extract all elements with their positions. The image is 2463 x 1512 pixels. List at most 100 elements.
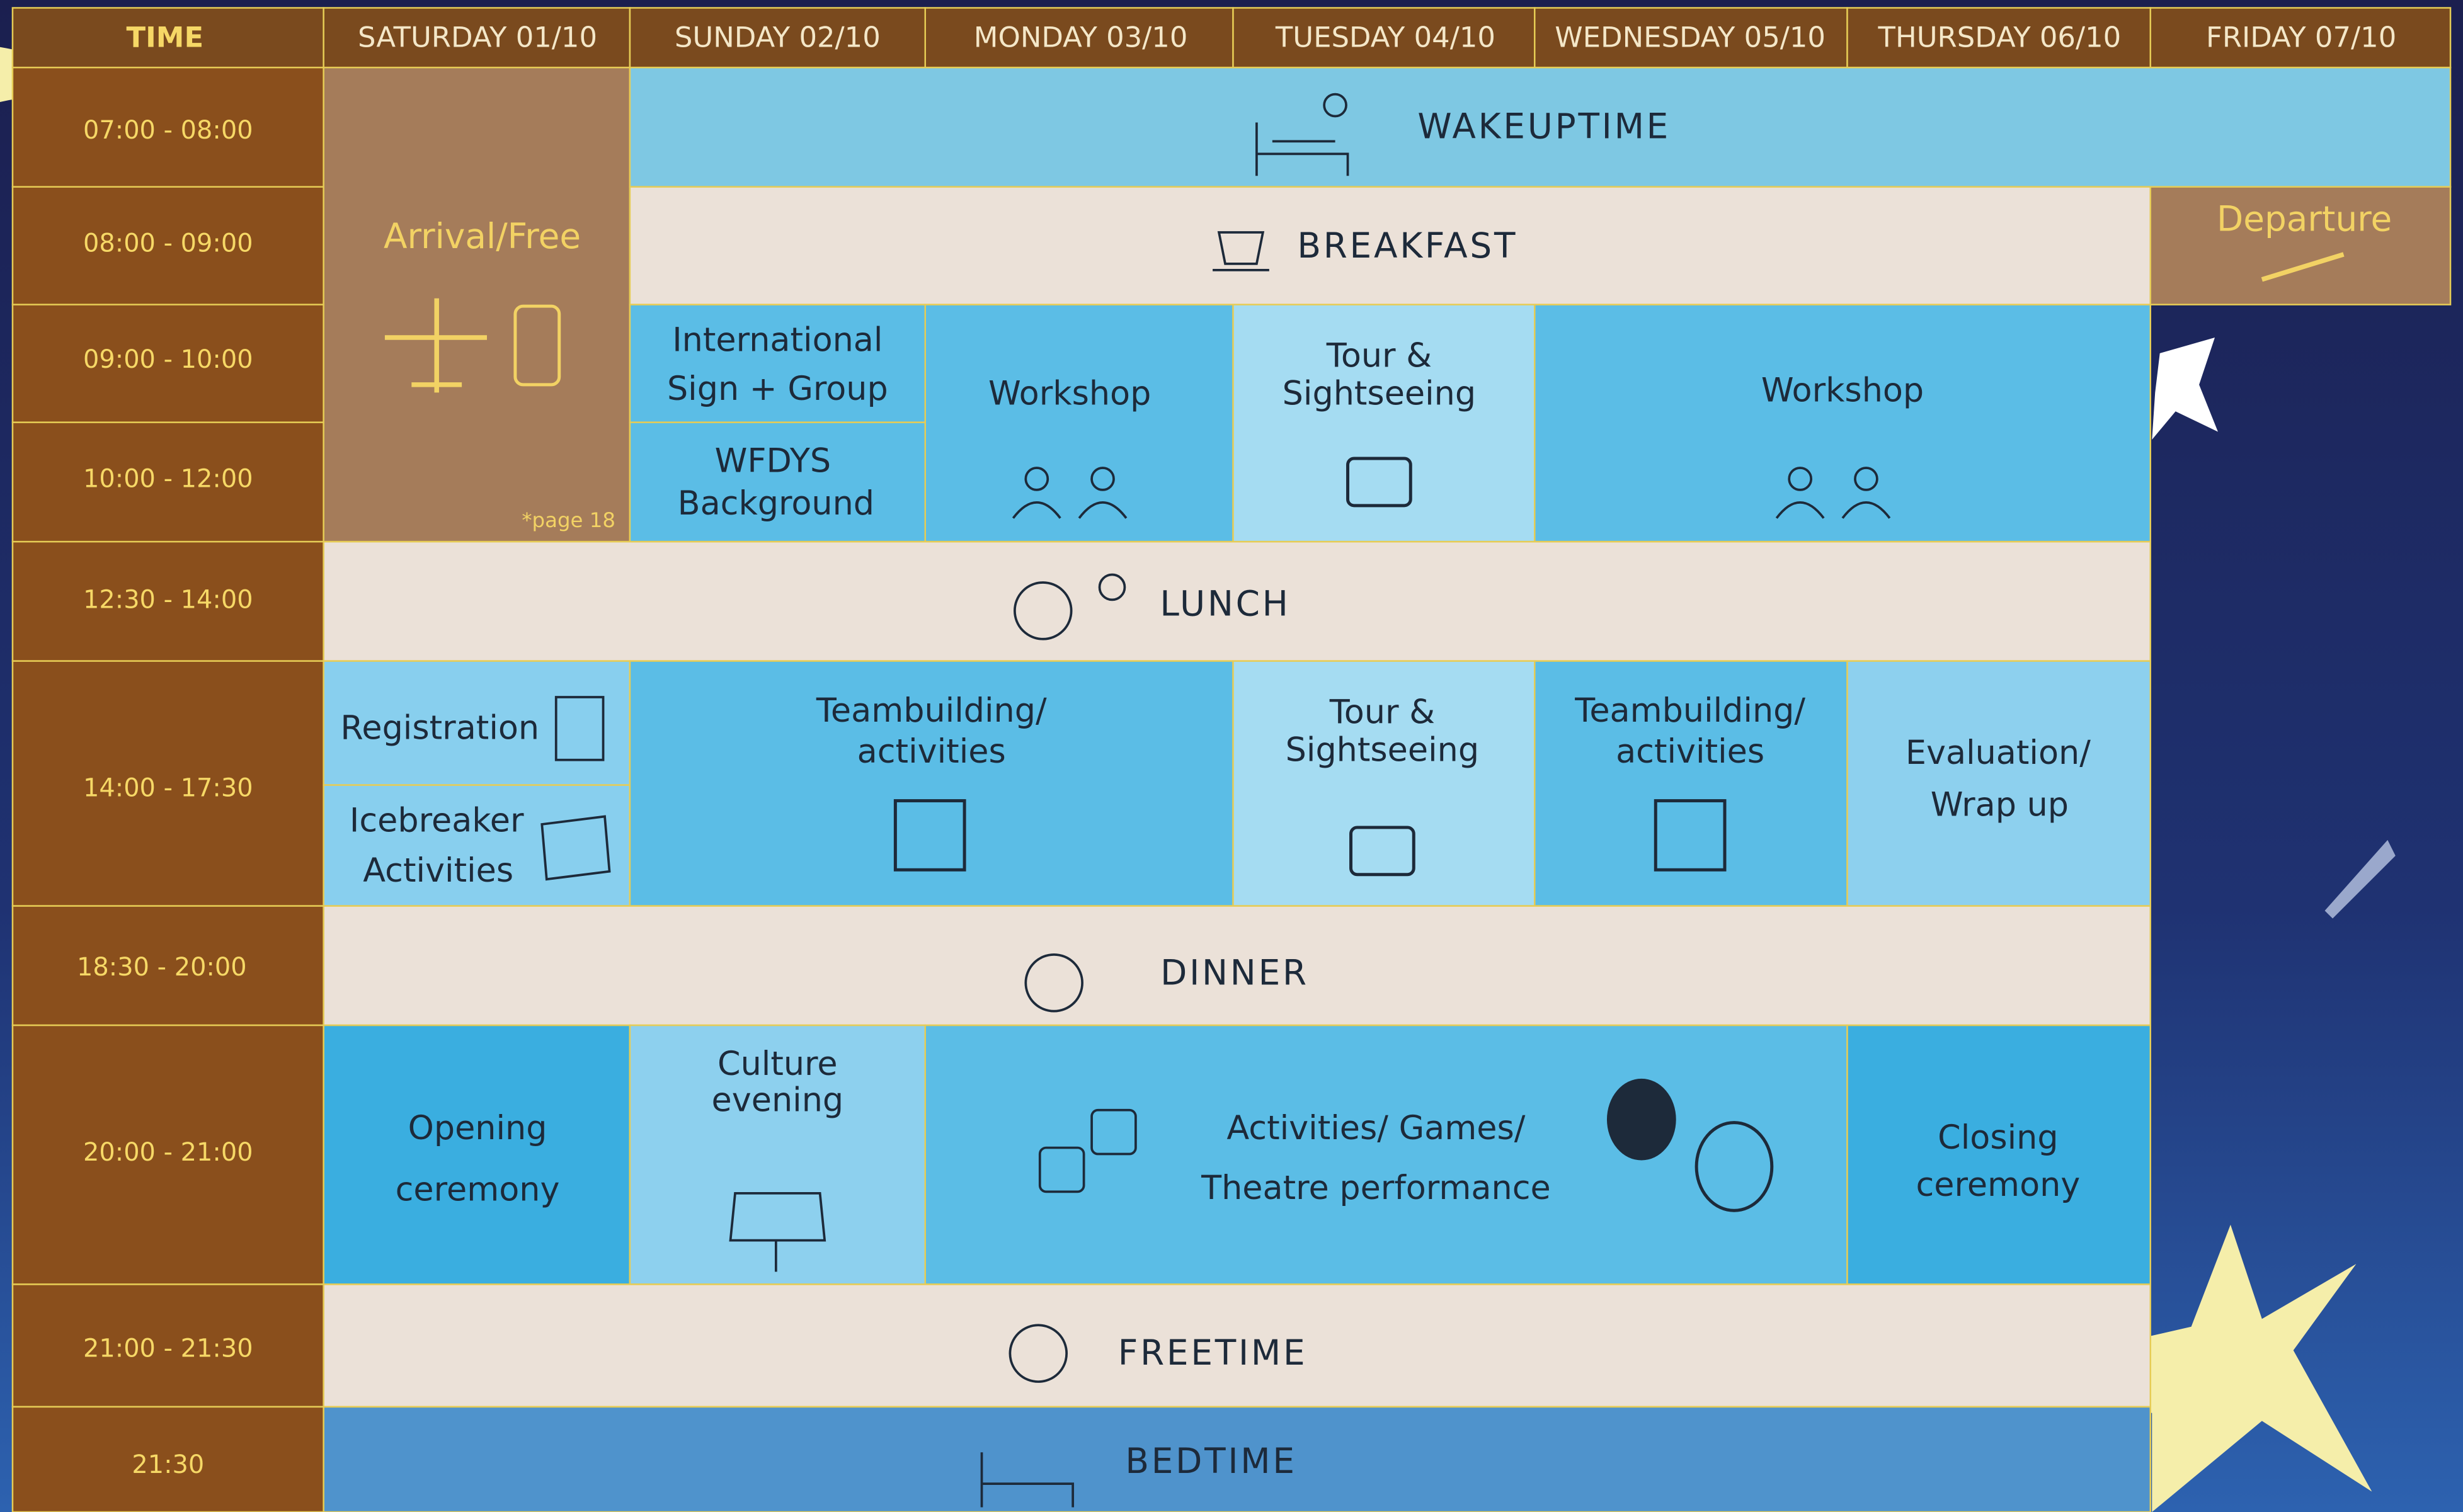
header-cell xyxy=(1534,7,1848,69)
event-label: BREAKFAST xyxy=(1297,225,1517,266)
event-block xyxy=(2149,186,2452,305)
time-label: 09:00 - 10:00 xyxy=(83,345,253,374)
sun-icon xyxy=(1323,93,1347,118)
time-label: 14:00 - 17:30 xyxy=(83,774,253,803)
event-label: Closing xyxy=(1938,1118,2058,1157)
time-label: 08:00 - 09:00 xyxy=(83,229,253,258)
plate-icon xyxy=(1014,581,1073,640)
event-block xyxy=(924,1024,1848,1285)
event-label: ceremony xyxy=(396,1170,560,1208)
event-label: ceremony xyxy=(1916,1166,2080,1204)
day-header: SUNDAY 02/10 xyxy=(675,20,881,54)
luggage-icon xyxy=(513,304,561,387)
time-cell xyxy=(11,186,324,305)
event-label: Evaluation/ xyxy=(1906,734,2091,772)
time-label: 21:30 xyxy=(132,1450,204,1479)
event-label: Workshop xyxy=(1761,371,1924,409)
mask-icon xyxy=(1606,1078,1676,1161)
event-label: WAKEUPTIME xyxy=(1417,106,1671,147)
event-label: Background xyxy=(678,484,874,523)
time-label: 10:00 - 12:00 xyxy=(83,464,253,493)
event-label: Teambuilding/ xyxy=(1574,691,1805,730)
event-block xyxy=(323,784,631,907)
event-block xyxy=(629,186,2152,305)
hands-icon xyxy=(1654,799,1727,872)
plane-icon xyxy=(2261,252,2345,282)
day-header: WEDNESDAY 05/10 xyxy=(1555,20,1826,54)
event-block xyxy=(323,1283,2152,1408)
clock-icon xyxy=(1009,1324,1068,1383)
event-label: LUNCH xyxy=(1160,584,1290,624)
header-cell xyxy=(323,7,631,69)
event-block xyxy=(629,304,926,423)
event-label: Sightseeing xyxy=(1283,374,1476,412)
time-label: 21:00 - 21:30 xyxy=(83,1334,253,1363)
event-block xyxy=(323,66,631,543)
event-block xyxy=(323,1024,631,1285)
events: Arrival/Free *page 18 WAKEUPTIME BREAKFA… xyxy=(323,66,2452,1512)
event-label: Arrival/Free xyxy=(384,216,581,256)
event-block xyxy=(1232,660,1536,907)
star-decoration xyxy=(2018,1224,2372,1512)
event-label: Theatre performance xyxy=(1201,1169,1551,1207)
event-label: International xyxy=(672,321,883,360)
event-block xyxy=(1534,304,2152,543)
camera-icon xyxy=(1349,826,1415,877)
time-label: 07:00 - 08:00 xyxy=(83,116,253,145)
event-label: Culture xyxy=(717,1045,838,1083)
day-header: TUESDAY 04/10 xyxy=(1275,20,1495,54)
event-label: Sightseeing xyxy=(1286,730,1479,769)
event-label: Sign + Group xyxy=(667,370,888,408)
time-cell xyxy=(11,1283,324,1408)
dice-icon xyxy=(1038,1146,1085,1193)
event-block xyxy=(629,421,926,543)
camera-icon xyxy=(1346,457,1412,508)
plate-icon xyxy=(1024,953,1083,1013)
event-label: Tour & xyxy=(1329,693,1435,731)
dice-icon xyxy=(1090,1108,1137,1156)
time-label: 20:00 - 21:00 xyxy=(83,1138,253,1167)
cup-icon xyxy=(1213,231,1269,271)
event-label: DINNER xyxy=(1160,952,1309,992)
event-label: Workshop xyxy=(988,374,1151,412)
event-label: evening xyxy=(712,1081,844,1119)
bed-icon xyxy=(1255,122,1349,176)
star-decoration xyxy=(2152,338,2218,440)
event-block xyxy=(323,540,2152,662)
header-cell xyxy=(924,7,1234,69)
event-block xyxy=(323,905,2152,1026)
event-label: Opening xyxy=(408,1109,547,1147)
header-cell xyxy=(2149,7,2452,69)
time-header: TIME xyxy=(127,20,204,54)
day-header: SATURDAY 01/10 xyxy=(358,20,597,54)
event-label: Wrap up xyxy=(1931,786,2069,824)
day-header: MONDAY 03/10 xyxy=(974,20,1188,54)
event-label: activities xyxy=(1616,732,1764,771)
bed-icon xyxy=(980,1452,1075,1508)
event-block xyxy=(323,660,631,786)
time-label: 18:30 - 20:00 xyxy=(77,953,247,982)
event-label: Activities/ Games/ xyxy=(1226,1109,1525,1147)
time-cell xyxy=(11,540,324,662)
time-column: 07:00 - 08:00 08:00 - 09:00 09:00 - 10:0… xyxy=(11,66,324,1512)
time-cell xyxy=(11,1024,324,1285)
event-label: Activities xyxy=(363,851,513,890)
day-header: FRIDAY 07/10 xyxy=(2206,20,2396,54)
event-block xyxy=(924,304,1234,543)
hands-icon xyxy=(893,799,966,872)
comet xyxy=(2324,839,2396,919)
event-label: Tour & xyxy=(1326,336,1432,375)
sun-icon xyxy=(1098,573,1126,601)
event-label: Icebreaker xyxy=(350,801,524,839)
ice-icon xyxy=(540,815,611,881)
event-block xyxy=(1846,660,2152,907)
table-icon xyxy=(729,1192,826,1272)
event-label: FREETIME xyxy=(1118,1333,1308,1373)
event-block xyxy=(1232,304,1536,543)
mask-icon xyxy=(1694,1121,1774,1212)
event-label: Departure xyxy=(2217,199,2392,239)
header-cell xyxy=(629,7,926,69)
header-row: TIME SATURDAY 01/10 SUNDAY 02/10 MONDAY … xyxy=(11,7,2452,69)
